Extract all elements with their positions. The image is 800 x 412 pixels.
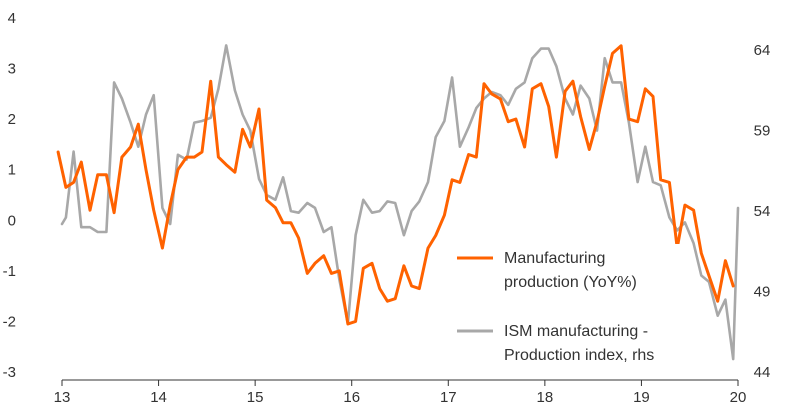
right-axis-tick-label: 44 xyxy=(754,364,771,381)
x-axis-ticks: 13 14 15 16 17 18 19 20 xyxy=(54,380,747,406)
left-axis-tick-label: -3 xyxy=(3,364,16,381)
x-axis-tick-label: 17 xyxy=(440,389,457,406)
left-axis-tick-label: 4 xyxy=(8,10,16,27)
left-axis-tick-label: 0 xyxy=(8,212,16,229)
right-axis-tick-label: 59 xyxy=(754,123,771,140)
x-axis-tick-label: 19 xyxy=(633,389,650,406)
left-axis-tick-label: -1 xyxy=(3,263,16,280)
series-line-manufacturing-production xyxy=(56,44,735,326)
legend-label: Production index, rhs xyxy=(504,347,654,364)
series-layer xyxy=(56,44,740,361)
x-axis-tick-label: 20 xyxy=(730,389,747,406)
legend: Manufacturing production (YoY%) ISM manufa… xyxy=(450,244,690,372)
right-axis-ticks: 44 49 54 59 64 xyxy=(754,42,771,381)
legend-label: production (YoY%) xyxy=(504,274,637,291)
x-axis-tick-label: 13 xyxy=(54,389,71,406)
legend-background xyxy=(450,244,690,372)
legend-label: ISM manufacturing - xyxy=(504,323,648,340)
legend-label: Manufacturing xyxy=(504,250,605,267)
left-axis-tick-label: 1 xyxy=(8,162,16,179)
right-axis-tick-label: 49 xyxy=(754,284,771,301)
right-axis-tick-label: 54 xyxy=(754,203,771,220)
left-axis-tick-label: 2 xyxy=(8,111,16,128)
x-axis-tick-label: 14 xyxy=(150,389,167,406)
left-axis-ticks: -3 -2 -1 0 1 2 3 4 xyxy=(3,10,16,381)
right-axis-tick-label: 64 xyxy=(754,42,771,59)
x-axis-tick-label: 16 xyxy=(343,389,360,406)
left-axis-tick-label: -2 xyxy=(3,313,16,330)
x-axis-tick-label: 18 xyxy=(537,389,554,406)
left-axis-tick-label: 3 xyxy=(8,61,16,78)
x-axis-tick-label: 15 xyxy=(247,389,264,406)
